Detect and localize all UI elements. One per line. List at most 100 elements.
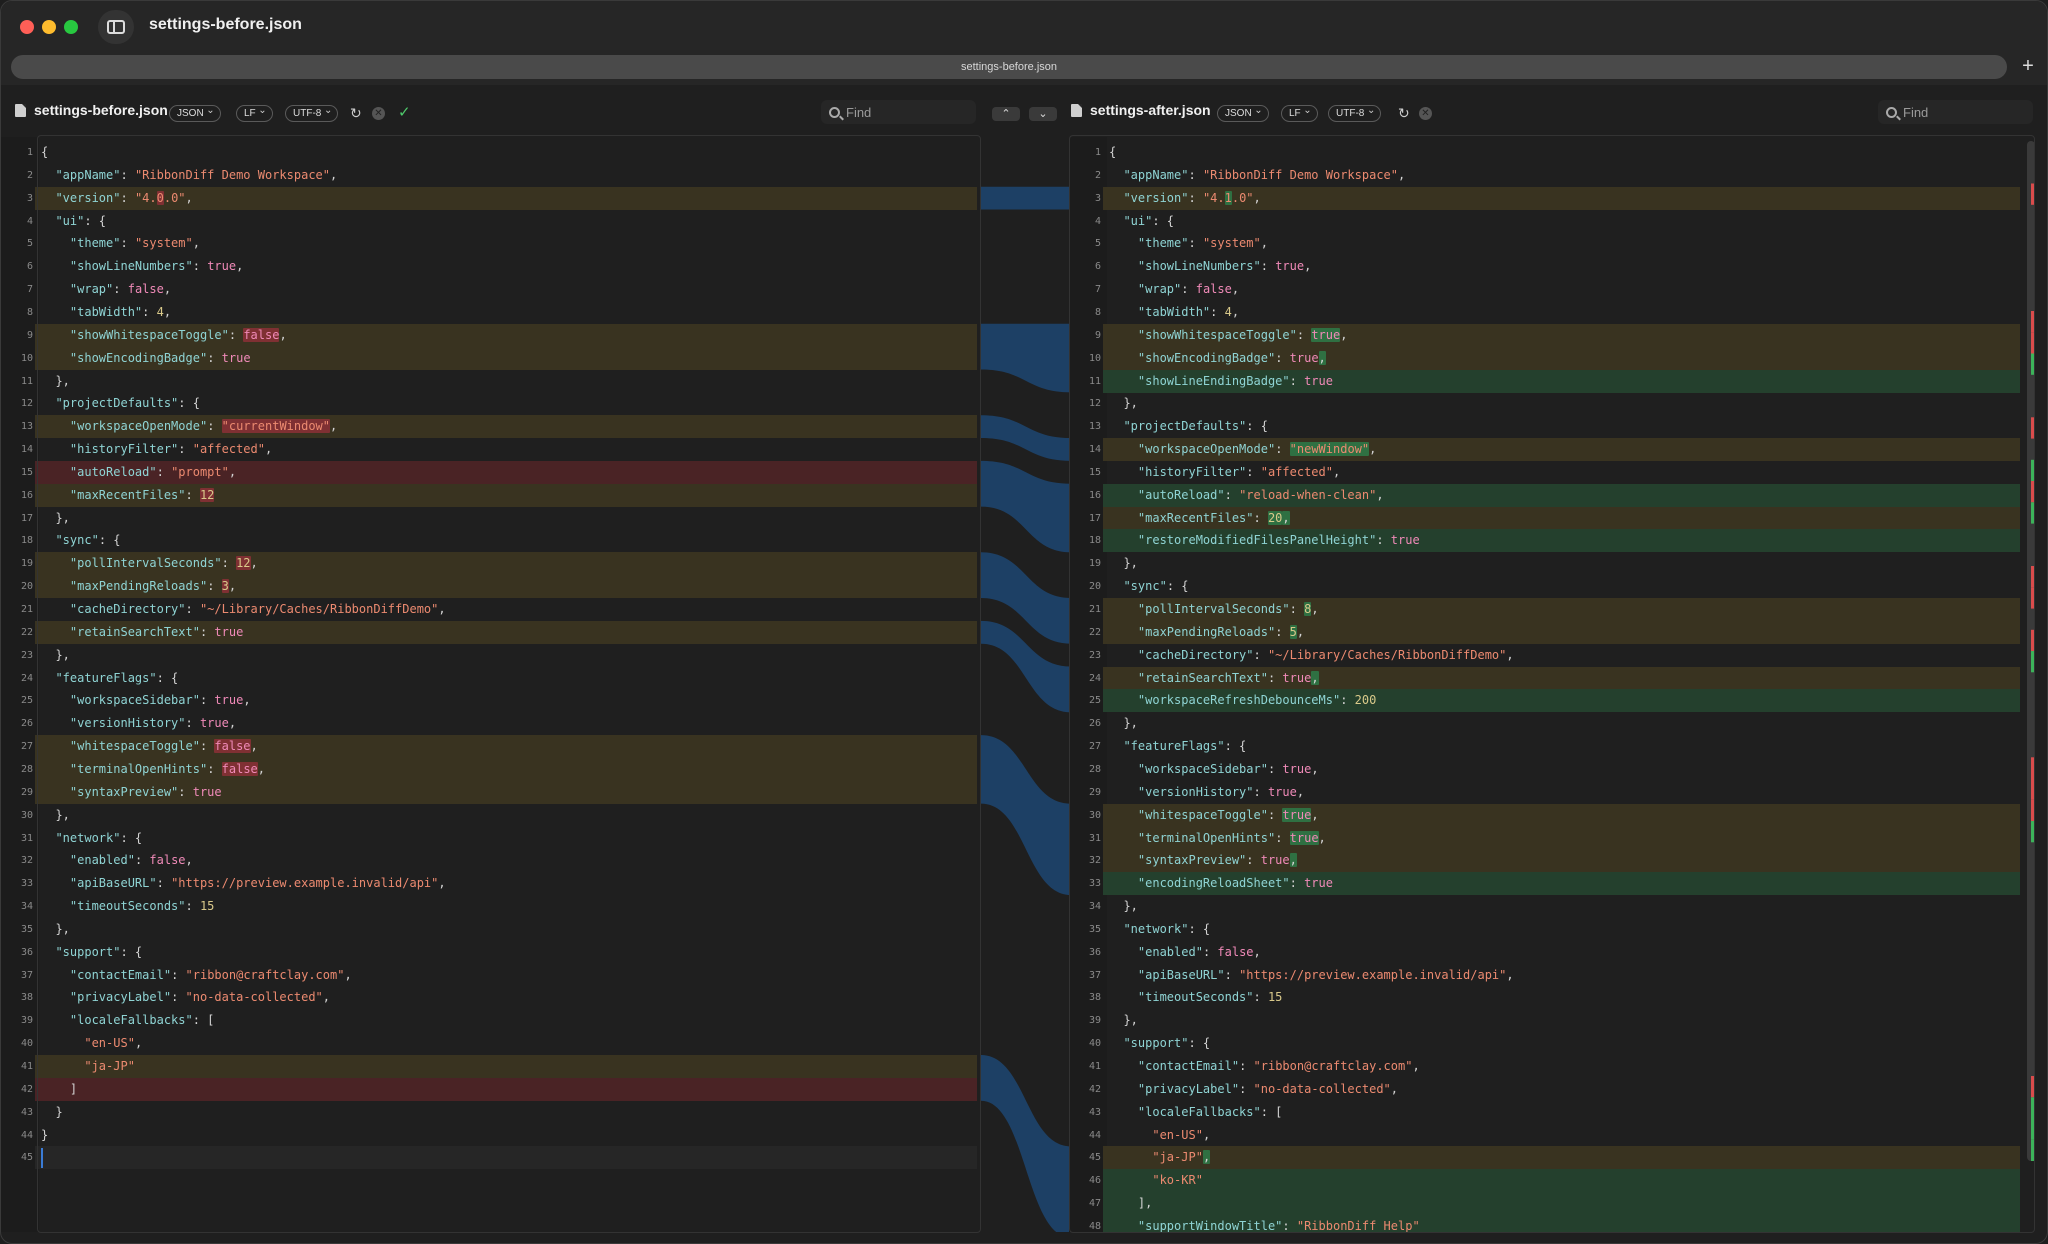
code-line[interactable]: 13 "workspaceOpenMode": "currentWindow", — [1, 415, 981, 439]
code-line[interactable]: 41 "ja-JP" — [1, 1055, 981, 1078]
code-line[interactable]: 10 "showEncodingBadge": true — [1, 346, 981, 370]
code-line[interactable]: 19 }, — [1069, 552, 2024, 575]
code-line[interactable]: 3 "version": "4.1.0", — [1069, 186, 2024, 210]
code-line[interactable]: 23 }, — [1, 644, 981, 667]
code-line[interactable]: 8 "tabWidth": 4, — [1, 301, 981, 324]
code-line[interactable]: 24 "featureFlags": { — [1, 667, 981, 690]
diff-ribbon[interactable] — [981, 323, 1071, 393]
code-line[interactable]: 40 "en-US", — [1, 1032, 981, 1055]
code-line[interactable]: 1{ — [1069, 141, 2024, 164]
left-eol-select[interactable]: LF — [236, 103, 273, 122]
code-line[interactable]: 40 "support": { — [1069, 1032, 2024, 1055]
code-line[interactable]: 42 "privacyLabel": "no-data-collected", — [1069, 1078, 2024, 1101]
code-line[interactable]: 25 "workspaceSidebar": true, — [1, 689, 981, 712]
previous-change-button[interactable]: ⌃ — [992, 107, 1020, 121]
code-line[interactable]: 7 "wrap": false, — [1069, 278, 2024, 301]
code-line[interactable]: 2 "appName": "RibbonDiff Demo Workspace"… — [1069, 164, 2024, 187]
diff-ribbon[interactable] — [981, 460, 1071, 553]
code-line[interactable]: 23 "cacheDirectory": "~/Library/Caches/R… — [1069, 644, 2024, 667]
code-line[interactable]: 45 — [1, 1146, 981, 1170]
code-line[interactable]: 24 "retainSearchText": true, — [1069, 666, 2024, 690]
close-window-button[interactable] — [20, 20, 34, 34]
code-line[interactable]: 9 "showWhitespaceToggle": true, — [1069, 323, 2024, 347]
new-tab-button[interactable]: + — [2022, 55, 2034, 77]
right-editor[interactable]: 1{2 "appName": "RibbonDiff Demo Workspac… — [1069, 137, 2024, 1232]
code-line[interactable]: 27 "whitespaceToggle": false, — [1, 735, 981, 759]
code-line[interactable]: 15 "historyFilter": "affected", — [1069, 461, 2024, 484]
code-line[interactable]: 18 "restoreModifiedFilesPanelHeight": tr… — [1069, 529, 2024, 553]
code-line[interactable]: 32 "enabled": false, — [1, 849, 981, 872]
code-line[interactable]: 11 "showLineEndingBadge": true — [1069, 369, 2024, 393]
code-line[interactable]: 44} — [1, 1124, 981, 1147]
code-line[interactable]: 48 "supportWindowTitle": "RibbonDiff Hel… — [1069, 1214, 2024, 1232]
left-find-input[interactable] — [846, 104, 966, 120]
code-line[interactable]: 28 "workspaceSidebar": true, — [1069, 758, 2024, 781]
code-line[interactable]: 35 "network": { — [1069, 918, 2024, 941]
right-encoding-select[interactable]: UTF-8 — [1328, 103, 1382, 122]
code-line[interactable]: 10 "showEncodingBadge": true, — [1069, 346, 2024, 370]
code-line[interactable]: 8 "tabWidth": 4, — [1069, 301, 2024, 324]
code-line[interactable]: 6 "showLineNumbers": true, — [1, 255, 981, 278]
code-line[interactable]: 17 }, — [1, 507, 981, 530]
code-line[interactable]: 7 "wrap": false, — [1, 278, 981, 301]
code-line[interactable]: 17 "maxRecentFiles": 20, — [1069, 506, 2024, 530]
code-line[interactable]: 43 } — [1, 1101, 981, 1124]
code-line[interactable]: 14 "historyFilter": "affected", — [1, 438, 981, 461]
code-line[interactable]: 5 "theme": "system", — [1, 232, 981, 255]
code-line[interactable]: 22 "maxPendingReloads": 5, — [1069, 620, 2024, 644]
right-language-select[interactable]: JSON — [1217, 103, 1269, 122]
code-line[interactable]: 39 }, — [1069, 1009, 2024, 1032]
code-line[interactable]: 14 "workspaceOpenMode": "newWindow", — [1069, 438, 2024, 462]
code-line[interactable]: 34 }, — [1069, 895, 2024, 918]
left-encoding-select[interactable]: UTF-8 — [285, 103, 339, 122]
sidebar-toggle-button[interactable] — [98, 10, 134, 44]
code-line[interactable]: 12 "projectDefaults": { — [1, 392, 981, 415]
code-line[interactable]: 34 "timeoutSeconds": 15 — [1, 895, 981, 918]
code-line[interactable]: 4 "ui": { — [1, 210, 981, 233]
code-line[interactable]: 15 "autoReload": "prompt", — [1, 460, 981, 484]
code-line[interactable]: 26 "versionHistory": true, — [1, 712, 981, 735]
code-line[interactable]: 45 "ja-JP", — [1069, 1146, 2024, 1170]
diff-ribbon[interactable] — [981, 620, 1071, 713]
code-line[interactable]: 37 "apiBaseURL": "https://preview.exampl… — [1069, 964, 2024, 987]
code-line[interactable]: 21 "cacheDirectory": "~/Library/Caches/R… — [1, 598, 981, 621]
code-line[interactable]: 44 "en-US", — [1069, 1124, 2024, 1147]
left-language-select[interactable]: JSON — [169, 103, 221, 122]
code-line[interactable]: 4 "ui": { — [1069, 210, 2024, 233]
code-line[interactable]: 28 "terminalOpenHints": false, — [1, 757, 981, 781]
right-eol-select[interactable]: LF — [1281, 103, 1318, 122]
code-line[interactable]: 1{ — [1, 141, 981, 164]
code-line[interactable]: 20 "sync": { — [1069, 575, 2024, 598]
code-line[interactable]: 41 "contactEmail": "ribbon@craftclay.com… — [1069, 1055, 2024, 1078]
code-line[interactable]: 16 "autoReload": "reload-when-clean", — [1069, 483, 2024, 507]
code-line[interactable]: 33 "encodingReloadSheet": true — [1069, 872, 2024, 896]
diff-ribbon[interactable] — [981, 415, 1071, 461]
whitespace-check-icon[interactable]: ✓ — [398, 104, 411, 121]
code-line[interactable]: 31 "network": { — [1, 827, 981, 850]
right-find-field[interactable] — [1878, 100, 2033, 124]
code-line[interactable]: 33 "apiBaseURL": "https://preview.exampl… — [1, 872, 981, 895]
code-line[interactable]: 36 "enabled": false, — [1069, 941, 2024, 964]
zoom-window-button[interactable] — [64, 20, 78, 34]
code-line[interactable]: 29 "syntaxPreview": true — [1, 780, 981, 804]
code-line[interactable]: 46 "ko-KR" — [1069, 1169, 2024, 1193]
code-line[interactable]: 25 "workspaceRefreshDebounceMs": 200 — [1069, 689, 2024, 713]
code-line[interactable]: 12 }, — [1069, 392, 2024, 415]
code-line[interactable]: 5 "theme": "system", — [1069, 232, 2024, 255]
code-line[interactable]: 36 "support": { — [1, 941, 981, 964]
right-close-icon[interactable]: ✕ — [1419, 107, 1432, 120]
code-line[interactable]: 43 "localeFallbacks": [ — [1069, 1101, 2024, 1124]
diff-ribbon[interactable] — [981, 186, 1071, 210]
code-line[interactable]: 2 "appName": "RibbonDiff Demo Workspace"… — [1, 164, 981, 187]
left-find-field[interactable] — [821, 100, 976, 124]
code-line[interactable]: 18 "sync": { — [1, 529, 981, 552]
diff-ribbon[interactable] — [981, 735, 1071, 896]
diff-ribbon[interactable] — [981, 1055, 1071, 1232]
code-line[interactable]: 6 "showLineNumbers": true, — [1069, 255, 2024, 278]
tab-settings-before[interactable]: settings-before.json — [11, 55, 2007, 79]
code-line[interactable]: 19 "pollIntervalSeconds": 12, — [1, 552, 981, 576]
code-line[interactable]: 38 "timeoutSeconds": 15 — [1069, 986, 2024, 1009]
code-line[interactable]: 30 }, — [1, 804, 981, 827]
code-line[interactable]: 47 ], — [1069, 1192, 2024, 1216]
code-line[interactable]: 29 "versionHistory": true, — [1069, 781, 2024, 804]
